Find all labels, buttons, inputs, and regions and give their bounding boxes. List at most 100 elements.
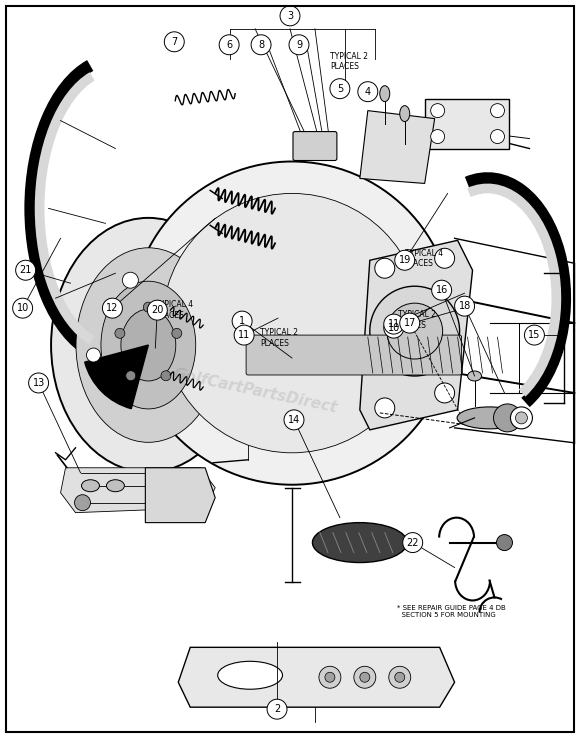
Text: 15: 15: [528, 330, 541, 340]
Circle shape: [126, 370, 136, 381]
Ellipse shape: [121, 309, 176, 381]
Polygon shape: [178, 647, 455, 707]
Ellipse shape: [313, 523, 407, 562]
Ellipse shape: [380, 86, 390, 102]
Circle shape: [395, 672, 405, 682]
Circle shape: [115, 328, 125, 338]
Circle shape: [395, 250, 415, 270]
Circle shape: [494, 404, 521, 432]
Circle shape: [289, 35, 309, 55]
Polygon shape: [360, 111, 434, 184]
Text: 11: 11: [238, 330, 250, 340]
Ellipse shape: [107, 480, 124, 492]
Ellipse shape: [76, 248, 220, 442]
Polygon shape: [146, 468, 215, 523]
Circle shape: [496, 534, 513, 551]
Circle shape: [103, 298, 122, 318]
Circle shape: [354, 666, 376, 689]
Text: 18: 18: [458, 301, 471, 311]
Circle shape: [491, 130, 505, 144]
Text: TYPICAL 2
PLACES: TYPICAL 2 PLACES: [398, 311, 436, 330]
Circle shape: [434, 248, 455, 268]
Text: 1: 1: [239, 316, 245, 326]
Circle shape: [319, 666, 341, 689]
Circle shape: [284, 410, 304, 430]
Circle shape: [387, 303, 443, 359]
Text: 3: 3: [287, 11, 293, 21]
Ellipse shape: [101, 281, 195, 409]
Text: 4: 4: [365, 86, 371, 97]
Circle shape: [330, 79, 350, 99]
Circle shape: [370, 286, 459, 376]
Ellipse shape: [400, 106, 409, 122]
Text: 2: 2: [274, 704, 280, 714]
Text: TYPICAL 2
PLACES: TYPICAL 2 PLACES: [330, 52, 368, 72]
Text: * SEE REPAIR GUIDE PAGE 4 DB
  SECTION 5 FOR MOUNTING: * SEE REPAIR GUIDE PAGE 4 DB SECTION 5 F…: [397, 604, 506, 618]
Circle shape: [389, 666, 411, 689]
Text: GolfCartPartsDirect: GolfCartPartsDirect: [172, 366, 339, 415]
Circle shape: [431, 103, 445, 117]
Circle shape: [13, 298, 32, 318]
Ellipse shape: [218, 661, 282, 689]
Ellipse shape: [82, 480, 99, 492]
Text: 17: 17: [404, 318, 416, 328]
Circle shape: [455, 296, 474, 316]
Text: 12: 12: [106, 303, 119, 313]
Circle shape: [516, 412, 527, 424]
Polygon shape: [360, 241, 473, 430]
Ellipse shape: [51, 218, 245, 472]
Circle shape: [232, 311, 252, 331]
Circle shape: [431, 130, 445, 144]
Circle shape: [375, 398, 395, 418]
Circle shape: [432, 280, 452, 300]
Circle shape: [219, 35, 239, 55]
Circle shape: [360, 672, 370, 682]
Circle shape: [74, 494, 90, 511]
Text: TYPICAL 4
PLACES: TYPICAL 4 PLACES: [405, 249, 443, 268]
Circle shape: [147, 300, 167, 320]
Circle shape: [384, 318, 404, 338]
Circle shape: [162, 193, 422, 453]
Circle shape: [280, 6, 300, 26]
Text: 10: 10: [387, 323, 400, 333]
Circle shape: [491, 103, 505, 117]
Circle shape: [358, 82, 378, 102]
Circle shape: [172, 328, 182, 338]
Text: 21: 21: [20, 265, 32, 275]
FancyBboxPatch shape: [293, 131, 337, 160]
Text: 19: 19: [398, 255, 411, 265]
Text: 8: 8: [258, 40, 264, 49]
Text: 20: 20: [151, 305, 164, 315]
Circle shape: [28, 373, 49, 393]
Text: 6: 6: [226, 40, 232, 49]
Ellipse shape: [457, 407, 522, 429]
Circle shape: [403, 533, 423, 553]
Circle shape: [122, 272, 139, 289]
FancyBboxPatch shape: [246, 335, 462, 375]
Text: 5: 5: [337, 83, 343, 94]
Circle shape: [510, 407, 532, 429]
Text: 22: 22: [407, 537, 419, 548]
Circle shape: [400, 313, 420, 333]
Circle shape: [234, 325, 254, 345]
Circle shape: [267, 699, 287, 719]
Text: TYPICAL 2
PLACES: TYPICAL 2 PLACES: [260, 328, 298, 348]
Polygon shape: [425, 99, 509, 148]
Text: TYPICAL 4
PLACES: TYPICAL 4 PLACES: [155, 300, 194, 320]
Circle shape: [524, 325, 545, 345]
Circle shape: [375, 258, 395, 278]
Polygon shape: [60, 468, 215, 513]
Circle shape: [325, 672, 335, 682]
Text: 16: 16: [436, 285, 448, 295]
Text: 13: 13: [32, 378, 45, 388]
Text: 10: 10: [16, 303, 29, 313]
Text: 7: 7: [171, 37, 177, 46]
Circle shape: [143, 302, 153, 312]
Circle shape: [161, 370, 171, 381]
Text: 11: 11: [387, 319, 400, 329]
Circle shape: [130, 162, 454, 485]
Circle shape: [384, 314, 404, 334]
FancyArrowPatch shape: [57, 455, 67, 468]
Circle shape: [164, 32, 184, 52]
Circle shape: [434, 383, 455, 403]
